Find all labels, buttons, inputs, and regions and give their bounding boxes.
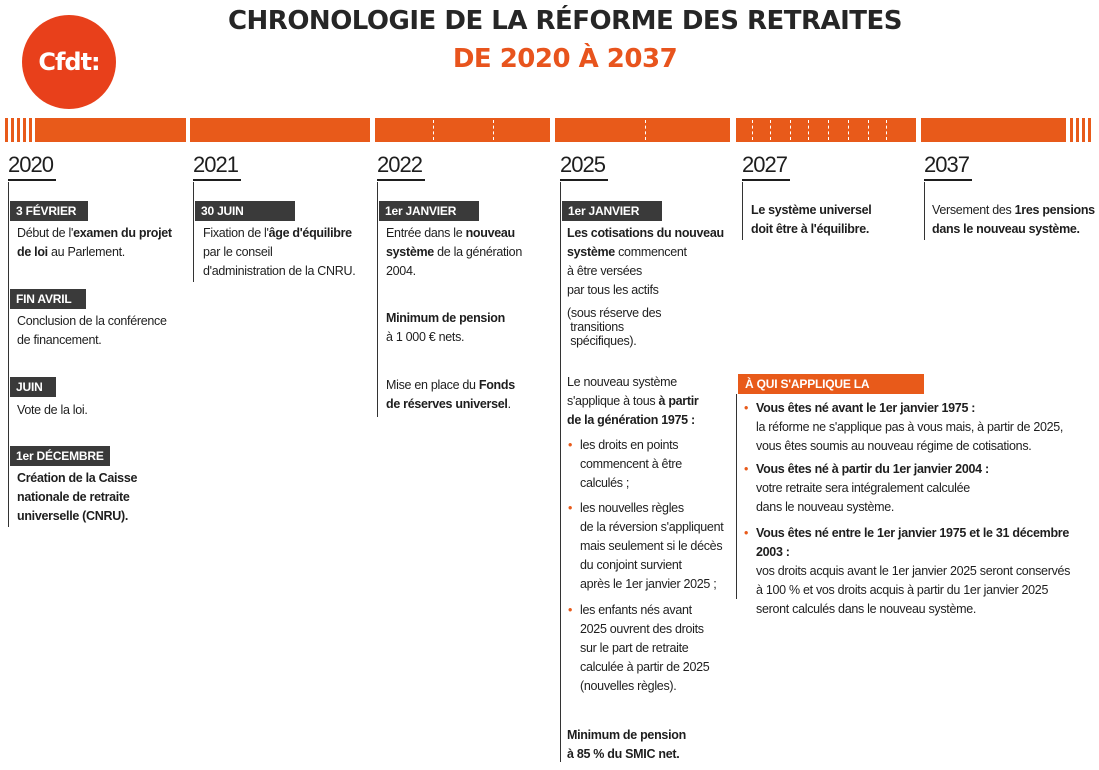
event-reserve-transitions: (sous réserve des transitions spécifique…: [567, 306, 662, 348]
event-premieres-pensions: Versement des 1res pensions dans le nouve…: [932, 203, 1095, 236]
event-cotisations: Les cotisations du nouveau système commen…: [567, 226, 724, 297]
event-examen-projet: Début de l'examen du projet de loi au Par…: [17, 226, 172, 259]
column-line-2037: [924, 182, 925, 240]
bar-dash: [433, 120, 434, 140]
bar-stripe: [1076, 118, 1079, 142]
tag-fin-avril: FIN AVRIL: [10, 289, 86, 309]
bar-segment-2020: [35, 118, 186, 142]
event-fonds-reserves: Mise en place du Fonds de réserves univer…: [386, 378, 515, 411]
scope-line: [736, 394, 737, 599]
event-vote-loi: Vote de la loi.: [17, 403, 88, 417]
scope-between: Vous êtes né entre le 1er janvier 1975 e…: [744, 524, 1098, 619]
bar-stripe: [5, 118, 8, 142]
cfdt-logo: Cfdt:: [22, 15, 116, 109]
bar-stripe: [17, 118, 20, 142]
scope-after-2004: Vous êtes né à partir du 1er janvier 200…: [744, 460, 1096, 517]
bar-stripe: [29, 118, 32, 142]
year-2027: 2027: [742, 152, 790, 181]
event-minimum-pension-2022: Minimum de pension à 1 000 € nets.: [386, 311, 505, 344]
scope-before-1975: Vous êtes né avant le 1er janvier 1975 :…: [744, 399, 1096, 456]
year-2037: 2037: [924, 152, 972, 181]
bar-stripe: [1088, 118, 1091, 142]
event-age-equilibre: Fixation de l'âge d'équilibre par le cons…: [203, 226, 356, 278]
tag-juin: JUIN: [10, 377, 56, 397]
bar-dash: [828, 120, 829, 140]
tag-3-fevrier: 3 FÉVRIER: [10, 201, 88, 221]
bar-segment-2022: [375, 118, 550, 142]
event-nouveau-systeme: Le nouveau système s'applique à tous à pa…: [567, 375, 699, 427]
tag-1er-decembre: 1er DÉCEMBRE: [10, 446, 110, 466]
tag-1er-janvier-2022: 1er JANVIER: [379, 201, 479, 221]
bar-stripe: [11, 118, 14, 142]
year-2022: 2022: [377, 152, 425, 181]
column-line-2027: [742, 182, 743, 240]
bar-dash: [886, 120, 887, 140]
bar-dash: [493, 120, 494, 140]
event-creation-cnru: Création de la Caisse nationale de retrai…: [17, 471, 138, 523]
year-2021: 2021: [193, 152, 241, 181]
bar-segment-2037: [921, 118, 1066, 142]
scope-tag: À QUI S'APPLIQUE LA RÉFORME ?: [738, 374, 924, 411]
tag-1er-janvier-2025: 1er JANVIER: [562, 201, 662, 221]
tag-30-juin: 30 JUIN: [195, 201, 295, 221]
event-entree-systeme: Entrée dans le nouveau système de la géné…: [386, 226, 522, 278]
column-line-2020: [8, 182, 9, 527]
bar-dash: [770, 120, 771, 140]
bar-dash: [808, 120, 809, 140]
year-2025: 2025: [560, 152, 608, 181]
bar-segment-2027: [736, 118, 916, 142]
bar-dash: [868, 120, 869, 140]
bar-dash: [848, 120, 849, 140]
bar-stripe: [23, 118, 26, 142]
logo-text: Cfdt:: [38, 48, 100, 76]
column-line-2022: [377, 182, 378, 417]
page-title: CHRONOLOGIE DE LA RÉFORME DES RETRAITES: [227, 6, 903, 36]
bar-dash: [790, 120, 791, 140]
event-conference: Conclusion de la conférence de financemen…: [17, 314, 167, 347]
bar-segment-2025: [555, 118, 730, 142]
bar-segment-2021: [190, 118, 370, 142]
year-2020: 2020: [8, 152, 56, 181]
bar-stripe: [1070, 118, 1073, 142]
page-subtitle: DE 2020 À 2037: [452, 44, 678, 74]
column-line-2021: [193, 182, 194, 282]
bar-stripe: [1082, 118, 1085, 142]
event-minimum-pension-2025: Minimum de pension à 85 % du SMIC net.: [567, 728, 686, 761]
bar-dash: [645, 120, 646, 140]
event-equilibre: Le système universel doit être à l'équili…: [751, 203, 872, 236]
bar-dash: [752, 120, 753, 140]
column-line-2025: [560, 182, 561, 762]
